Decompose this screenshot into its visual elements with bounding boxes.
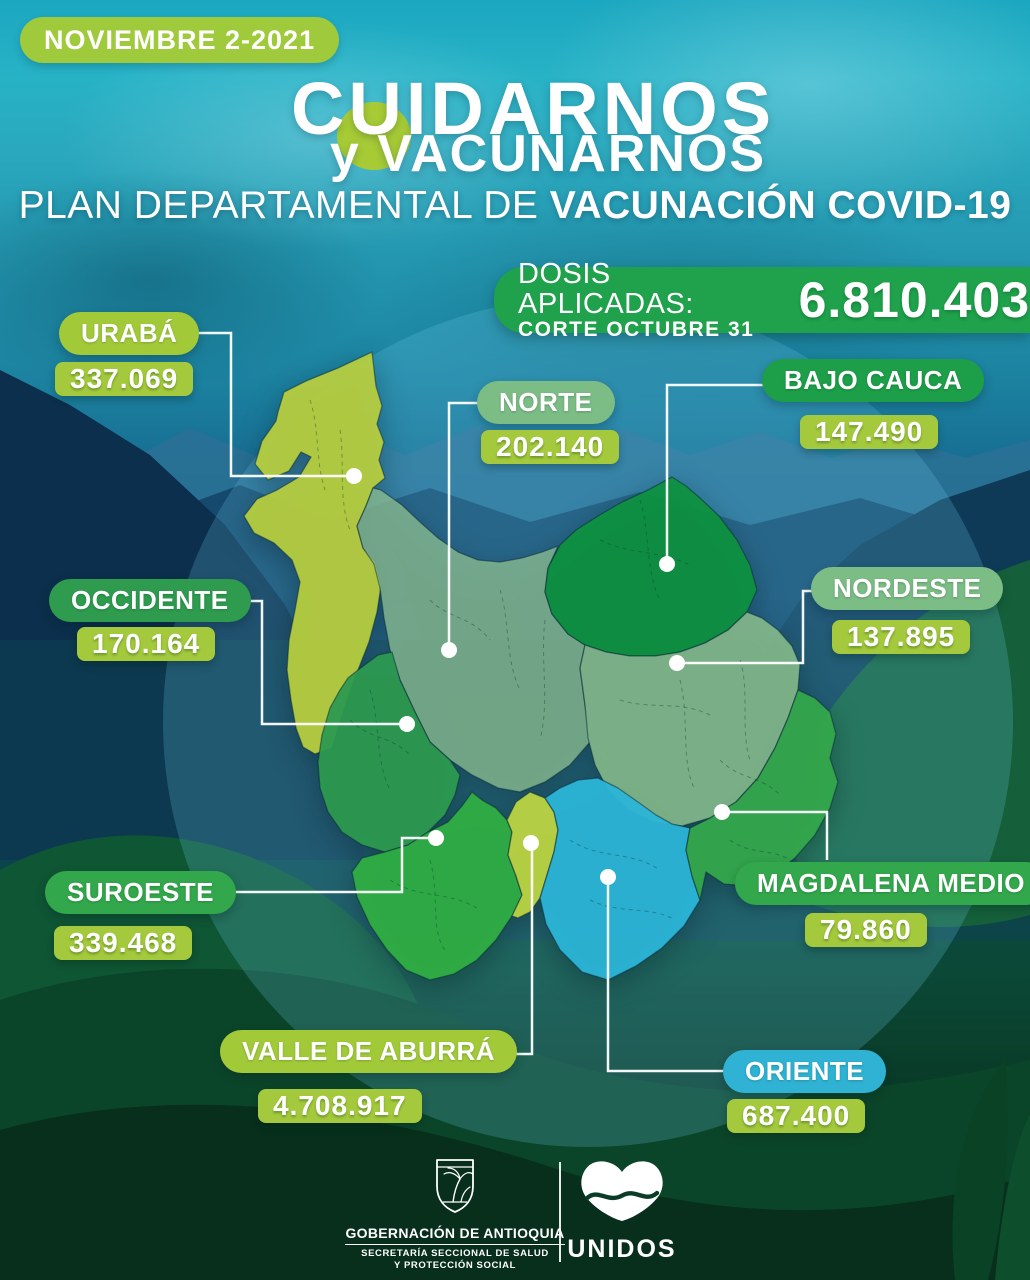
connector-magdalena	[729, 810, 829, 860]
map-dots	[346, 468, 730, 885]
region-value-uraba: 337.069	[55, 362, 194, 396]
map-dot-norte	[441, 642, 457, 658]
municipality-borders	[309, 399, 791, 951]
doses-cutoff-date: CORTE OCTUBRE 31	[518, 318, 755, 342]
connector-oriente	[606, 884, 727, 1073]
right-green-hill	[796, 560, 1030, 927]
connector-uraba	[193, 331, 347, 478]
main-title: CUIDARNOS	[290, 67, 776, 150]
doses-panel-text: DOSIS APLICADAS: CORTE OCTUBRE 31	[494, 259, 783, 341]
gov-title: GOBERNACIÓN DE ANTIOQUIA	[345, 1225, 565, 1245]
unidos-logo-block: UNIDOS	[542, 1158, 702, 1264]
connector-nordeste	[685, 589, 812, 665]
region-value-norte: 202.140	[481, 430, 620, 464]
subtitle: PLAN DEPARTAMENTAL DE VACUNACIÓN COVID-1…	[0, 184, 1030, 228]
subtitle-bold: VACUNACIÓN COVID-19	[549, 184, 1012, 227]
region-label-occidente: OCCIDENTE	[49, 579, 251, 622]
date-badge: NOVIEMBRE 2-2021	[20, 17, 340, 63]
map-dot-uraba	[346, 468, 362, 484]
foreground-vegetation	[0, 1104, 1030, 1280]
region-value-occidente: 170.164	[77, 627, 216, 661]
region-value-magdalena-medio: 79.860	[805, 913, 927, 947]
region-label-bajo-cauca: BAJO CAUCA	[762, 359, 985, 402]
region-value-nordeste: 137.895	[832, 620, 971, 654]
connector-suroeste	[204, 836, 428, 894]
gov-subtitle-2: Y PROTECCIÓN SOCIAL	[393, 1259, 517, 1271]
region-label-nordeste: NORDESTE	[811, 567, 1004, 610]
map-dot-occidente	[399, 716, 415, 732]
doses-panel: DOSIS APLICADAS: CORTE OCTUBRE 31 6.810.…	[494, 259, 1030, 341]
map-dot-nordeste	[669, 655, 685, 671]
main-title-line2: y VACUNARNOS	[329, 125, 767, 183]
subtitle-regular: PLAN DEPARTAMENTAL DE	[18, 184, 539, 227]
unidos-heart-icon	[581, 1161, 663, 1221]
connector-bajo-cauca	[665, 383, 764, 557]
region-value-bajo-cauca: 147.490	[800, 415, 939, 449]
region-label-suroeste: SUROESTE	[45, 871, 237, 914]
region-value-suroeste: 339.468	[54, 926, 193, 960]
region-label-oriente: ORIENTE	[723, 1050, 887, 1093]
antioquia-crest-icon	[436, 1159, 474, 1213]
region-label-valle-de-aburra: VALLE DE ABURRÁ	[220, 1030, 518, 1073]
map-dot-magdalena	[714, 804, 730, 820]
footer-divider	[559, 1162, 561, 1262]
region-oriente-shape	[539, 777, 701, 981]
region-value-valle-de-aburra: 4.708.917	[258, 1089, 422, 1123]
region-norte-shape	[356, 487, 591, 793]
map-dot-suroeste	[428, 830, 444, 846]
map-dot-valle	[523, 835, 539, 851]
unidos-wordmark: UNIDOS	[567, 1235, 677, 1263]
leaf-shape	[952, 1060, 1008, 1280]
governorate-logo-block: GOBERNACIÓN DE ANTIOQUIA SECRETARÍA SECC…	[345, 1156, 565, 1272]
region-label-uraba: URABÁ	[59, 312, 200, 355]
region-label-norte: NORTE	[477, 381, 615, 424]
leaf-shape	[995, 1115, 1030, 1280]
title-accent-circle	[337, 102, 411, 170]
doses-total-value: 6.810.403	[798, 272, 1030, 328]
map-dot-bajo-cauca	[659, 556, 675, 572]
doses-label: DOSIS APLICADAS:	[518, 257, 694, 321]
connector-norte	[447, 401, 481, 643]
region-value-oriente: 687.400	[727, 1099, 866, 1133]
region-magdalena-medio-shape	[685, 689, 839, 901]
region-bajo-cauca-shape	[544, 476, 758, 657]
gov-subtitle-1: SECRETARÍA SECCIONAL DE SALUD	[361, 1248, 549, 1259]
region-label-magdalena-medio: MAGDALENA MEDIO	[735, 862, 1030, 905]
map-dot-oriente	[600, 869, 616, 885]
